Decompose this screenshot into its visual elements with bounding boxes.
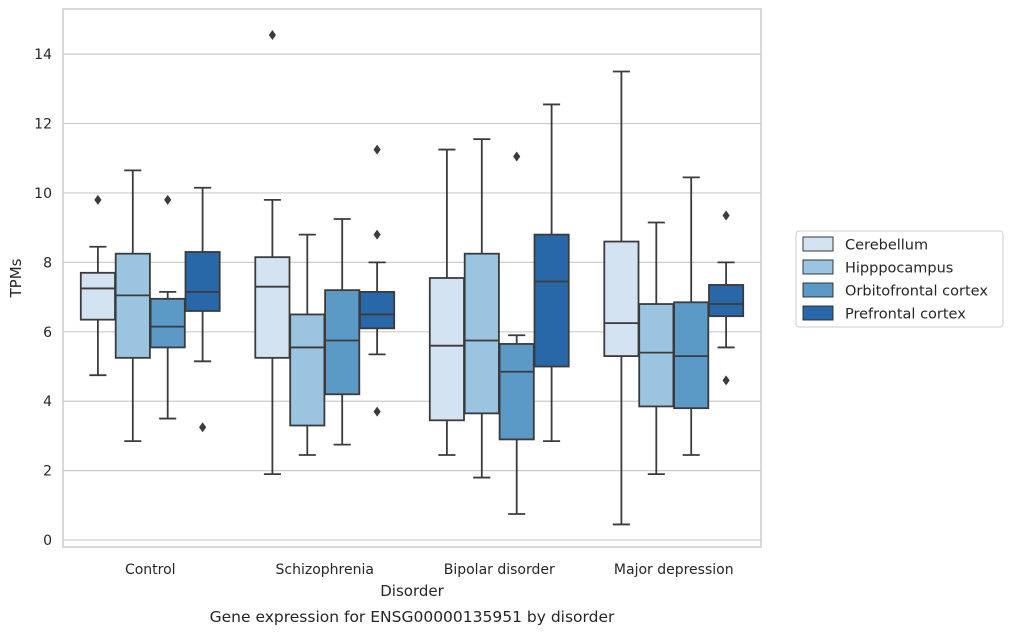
x-tick-label: Major depression — [614, 562, 734, 578]
box-body — [324, 289, 361, 396]
box-prefrontal-cortex — [533, 103, 570, 443]
legend-label: Hipppocampus — [845, 261, 953, 277]
box-body — [603, 240, 640, 357]
outlier-point — [722, 375, 730, 386]
box-orbitofrontal-cortex — [498, 151, 535, 515]
outlier-point — [373, 144, 381, 155]
legend-label: Cerebellum — [845, 238, 928, 254]
legend-swatch — [802, 259, 834, 275]
outlier-point — [722, 210, 730, 221]
box-orbitofrontal-cortex — [324, 218, 361, 446]
y-tick-label: 14 — [34, 47, 52, 63]
legend-swatch — [802, 282, 834, 298]
box-body — [254, 256, 291, 359]
x-tick-label: Control — [125, 562, 176, 578]
box-prefrontal-cortex — [184, 186, 221, 433]
x-tick-label: Schizophrenia — [276, 562, 374, 578]
box-orbitofrontal-cortex — [673, 176, 710, 456]
box-body — [498, 343, 535, 441]
y-tick-label: 8 — [43, 255, 52, 271]
box-prefrontal-cortex — [708, 210, 745, 386]
box-body — [149, 297, 186, 349]
box-cerebellum — [603, 70, 640, 526]
box-body — [184, 251, 221, 312]
legend-swatch — [802, 305, 834, 321]
outlier-point — [373, 406, 381, 417]
box-body — [638, 303, 675, 408]
box-body — [79, 271, 116, 321]
y-tick-label: 10 — [34, 186, 52, 202]
box-body — [708, 284, 745, 318]
y-axis-title: TPMs — [7, 258, 25, 298]
box-body — [114, 252, 151, 359]
x-tick-labels: Control Schizophrenia Bipolar disorder Majo… — [125, 562, 734, 578]
legend: Cerebellum Hipppocampus Orbitofrontal cort… — [795, 230, 1004, 328]
figure-caption: Gene expression for ENSG00000135951 by d… — [210, 608, 615, 626]
box-orbitofrontal-cortex — [149, 194, 186, 420]
outlier-point — [199, 422, 207, 433]
legend-label: Orbitofrontal cortex — [845, 284, 988, 300]
outlier-point — [373, 229, 381, 240]
box-body — [463, 252, 500, 415]
box-cerebellum — [428, 148, 465, 456]
box-series-group — [79, 30, 745, 526]
box-cerebellum — [79, 194, 116, 377]
box-cerebellum — [254, 30, 291, 476]
box-body — [533, 233, 570, 368]
box-hipppocampus — [114, 169, 151, 443]
x-tick-label: Bipolar disorder — [444, 562, 555, 578]
box-hipppocampus — [463, 138, 500, 479]
y-tick-label: 4 — [43, 394, 52, 410]
box-body — [428, 277, 465, 422]
box-body — [289, 313, 326, 427]
legend-frame — [795, 230, 1004, 328]
y-tick-label: 0 — [43, 533, 52, 549]
outlier-point — [513, 151, 521, 162]
legend-label: Prefrontal cortex — [845, 307, 966, 323]
outlier-point — [94, 194, 102, 205]
legend-swatch — [802, 236, 834, 252]
outlier-point — [268, 30, 276, 41]
y-tick-label: 2 — [43, 464, 52, 480]
x-axis-title: Disorder — [380, 582, 444, 600]
y-tick-labels: 0 2 4 6 8 10 12 14 — [34, 47, 52, 549]
box-prefrontal-cortex — [359, 144, 396, 417]
box-hipppocampus — [289, 233, 326, 456]
y-tick-label: 12 — [34, 117, 52, 133]
plot-area-frame — [62, 8, 762, 548]
box-body — [359, 290, 396, 330]
box-hipppocampus — [638, 221, 675, 476]
y-tick-label: 6 — [43, 325, 52, 341]
outlier-point — [164, 194, 172, 205]
